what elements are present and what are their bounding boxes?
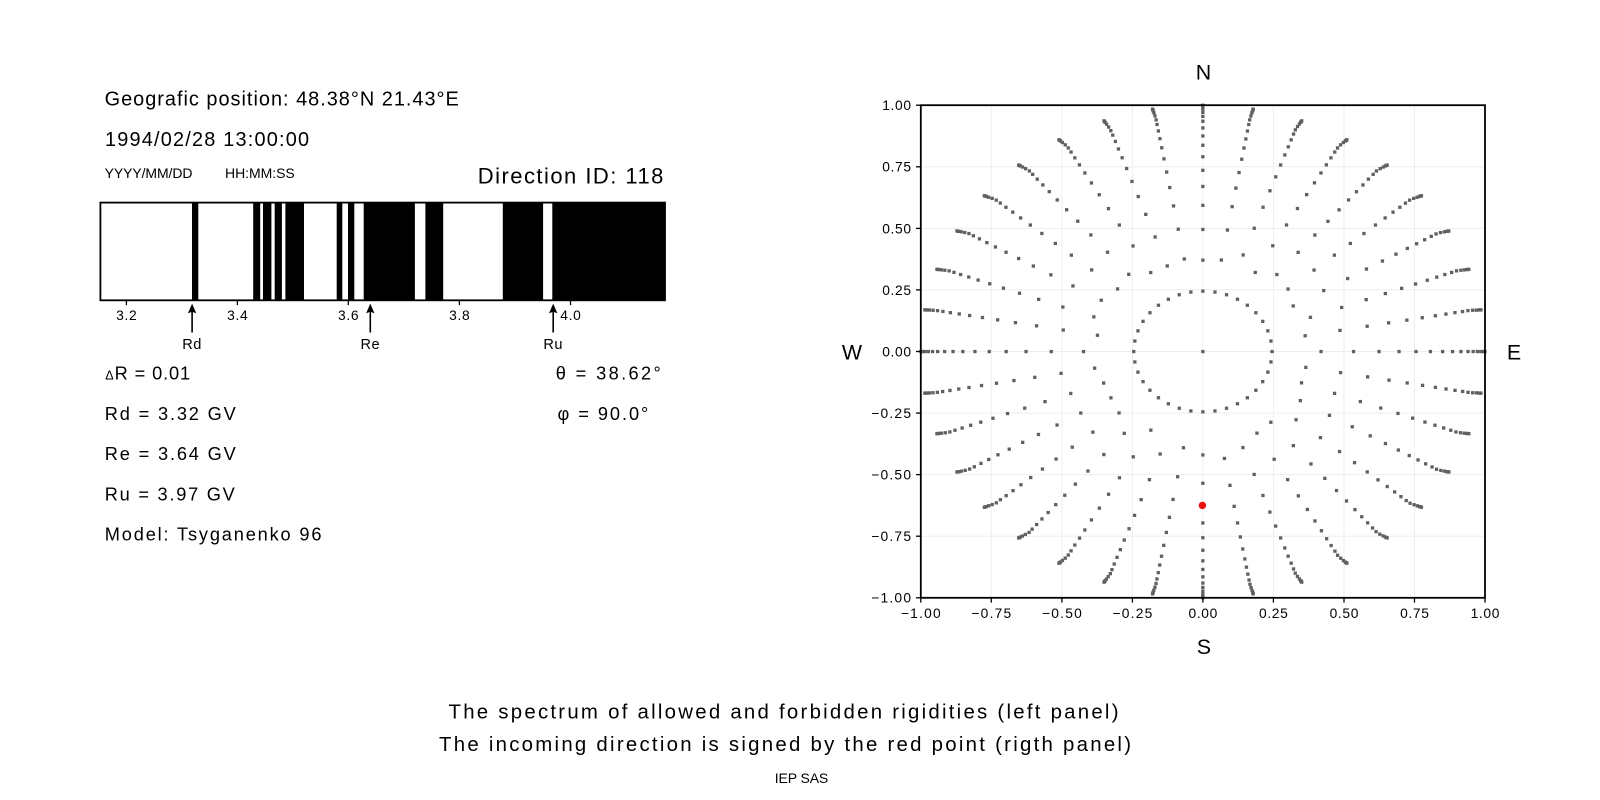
svg-text:−0.25: −0.25 xyxy=(871,406,911,421)
svg-text:Model: Tsyganenko 96: Model: Tsyganenko 96 xyxy=(105,525,322,545)
svg-text:3.2: 3.2 xyxy=(116,308,137,323)
svg-text:The incoming direction is sign: The incoming direction is signed by the … xyxy=(439,734,1131,756)
svg-text:0.00: 0.00 xyxy=(882,344,911,359)
svg-text:−0.50: −0.50 xyxy=(871,468,911,483)
svg-text:E: E xyxy=(1507,341,1521,365)
svg-text:Direction ID: 118: Direction ID: 118 xyxy=(478,164,664,189)
svg-text:−0.75: −0.75 xyxy=(871,529,911,544)
svg-text:3.6: 3.6 xyxy=(338,308,359,323)
svg-text:IEP SAS: IEP SAS xyxy=(775,770,829,786)
svg-text:ΔR = 0.01: ΔR = 0.01 xyxy=(105,364,191,384)
svg-text:1.00: 1.00 xyxy=(1471,606,1500,621)
svg-text:W: W xyxy=(842,341,863,365)
svg-text:3.4: 3.4 xyxy=(227,308,248,323)
svg-text:Geografic position: 48.38°N 21: Geografic position: 48.38°N 21.43°E xyxy=(105,88,459,110)
svg-text:−0.25: −0.25 xyxy=(1113,606,1153,621)
svg-text:Ru: Ru xyxy=(543,337,563,353)
svg-text:0.50: 0.50 xyxy=(1330,606,1359,621)
svg-text:S: S xyxy=(1197,635,1211,659)
svg-text:The spectrum of allowed and fo: The spectrum of allowed and forbidden ri… xyxy=(449,702,1119,724)
svg-text:0.75: 0.75 xyxy=(1400,606,1429,621)
svg-text:1994/02/28 13:00:00: 1994/02/28 13:00:00 xyxy=(105,129,309,151)
svg-text:Rd: Rd xyxy=(182,337,202,353)
svg-text:HH:MM:SS: HH:MM:SS xyxy=(225,165,295,181)
svg-text:−1.00: −1.00 xyxy=(901,606,941,621)
svg-text:N: N xyxy=(1196,61,1211,85)
svg-text:4.0: 4.0 xyxy=(560,308,581,323)
svg-text:Re: Re xyxy=(360,337,380,353)
svg-text:0.00: 0.00 xyxy=(1189,606,1218,621)
svg-text:1.00: 1.00 xyxy=(882,98,911,113)
svg-text:3.8: 3.8 xyxy=(449,308,470,323)
svg-text:θ = 38.62°: θ = 38.62° xyxy=(556,364,661,384)
svg-text:Re = 3.64 GV: Re = 3.64 GV xyxy=(105,444,237,464)
svg-text:−0.50: −0.50 xyxy=(1042,606,1082,621)
svg-text:0.75: 0.75 xyxy=(882,160,911,175)
svg-text:Ru = 3.97 GV: Ru = 3.97 GV xyxy=(105,484,236,504)
svg-text:Rd = 3.32 GV: Rd = 3.32 GV xyxy=(105,404,237,424)
svg-text:0.50: 0.50 xyxy=(882,221,911,236)
svg-text:0.25: 0.25 xyxy=(882,283,911,298)
svg-text:φ = 90.0°: φ = 90.0° xyxy=(558,404,649,424)
svg-text:−0.75: −0.75 xyxy=(971,606,1011,621)
svg-text:YYYY/MM/DD: YYYY/MM/DD xyxy=(105,165,193,181)
svg-text:−1.00: −1.00 xyxy=(871,591,911,606)
svg-text:0.25: 0.25 xyxy=(1259,606,1288,621)
